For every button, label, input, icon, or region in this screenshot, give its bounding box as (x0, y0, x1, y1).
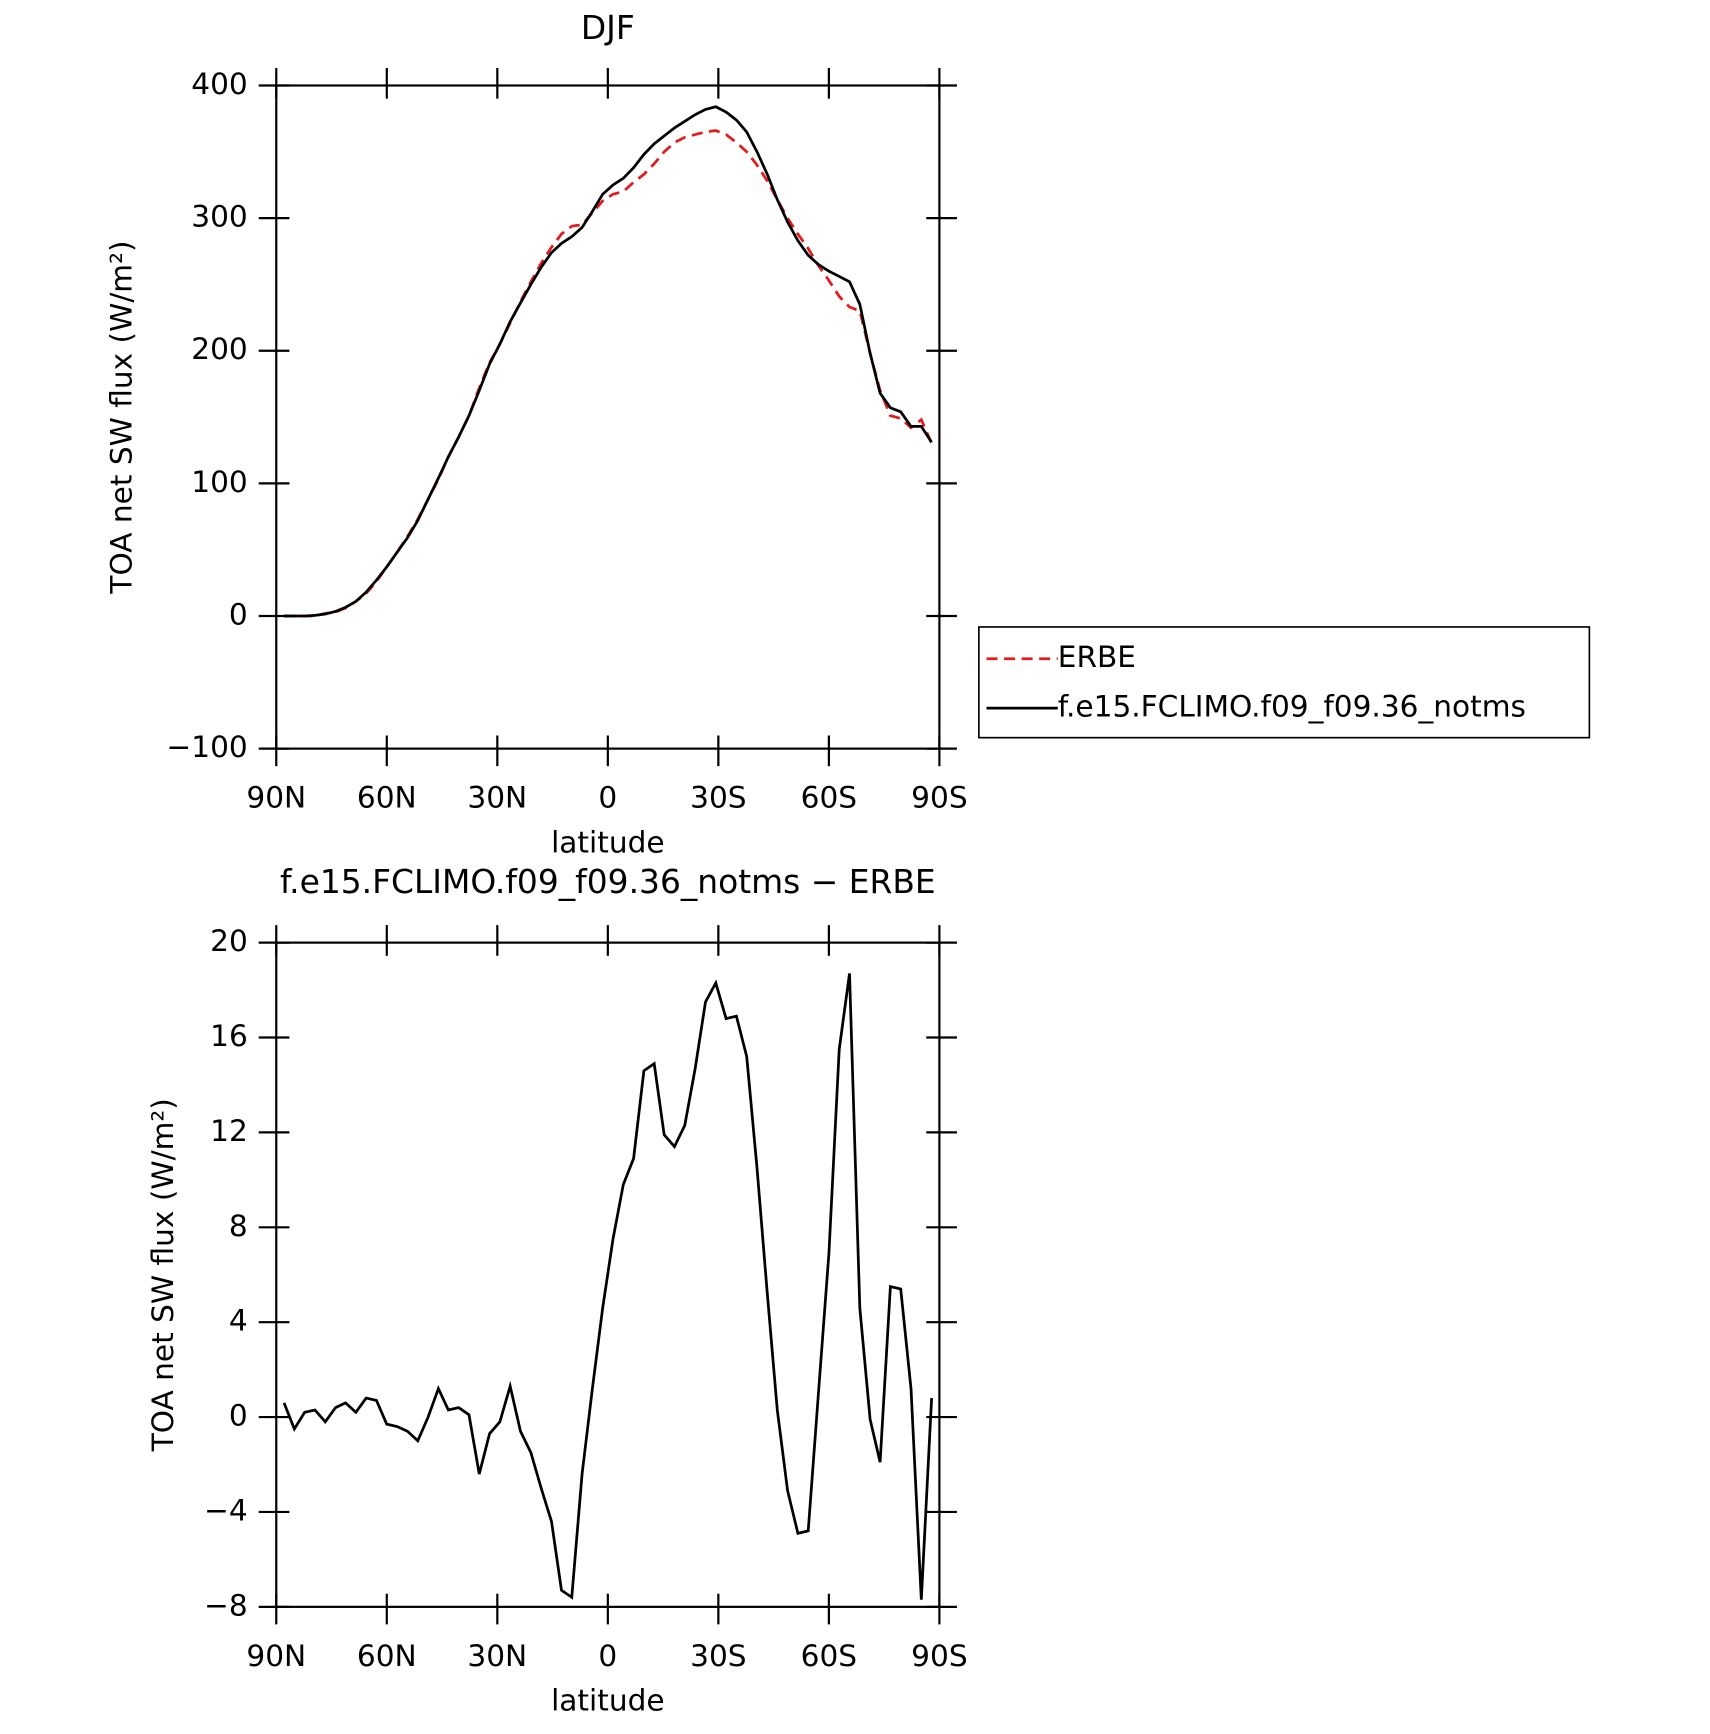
y-axis-label: TOA net SW flux (W/m²) (104, 241, 138, 595)
x-tick-label: 60N (357, 1639, 417, 1673)
chart-title: f.e15.FCLIMO.f09_f09.36_notms − ERBE (280, 862, 936, 901)
y-tick-label: 12 (210, 1114, 248, 1148)
y-tick-label: −100 (167, 730, 248, 764)
y-tick-label: 8 (229, 1209, 248, 1243)
plot-frame (275, 84, 941, 750)
y-axis-label: TOA net SW flux (W/m²) (146, 1098, 180, 1452)
y-tick-label: 100 (191, 465, 247, 499)
legend-box (978, 626, 1591, 739)
x-tick-label: 90N (246, 1639, 306, 1673)
x-axis-label: latitude (551, 825, 664, 859)
x-tick-label: 60S (801, 781, 857, 815)
y-tick-label: 200 (191, 332, 247, 366)
x-axis-label: latitude (551, 1684, 664, 1718)
y-tick-label: 0 (229, 597, 248, 631)
x-tick-label: 60N (357, 781, 417, 815)
x-tick-label: 30S (690, 1639, 746, 1673)
y-tick-label: 0 (229, 1399, 248, 1433)
legend-label: ERBE (1058, 640, 1136, 674)
x-tick-label: 30N (467, 1639, 527, 1673)
data-line (282, 973, 933, 1600)
y-tick-label: −4 (204, 1493, 248, 1527)
y-tick-label: 16 (210, 1019, 248, 1053)
y-tick-label: 4 (229, 1304, 248, 1338)
x-tick-label: 0 (598, 781, 617, 815)
x-tick-label: 60S (801, 1639, 857, 1673)
legend-label: f.e15.FCLIMO.f09_f09.36_notms (1058, 690, 1526, 724)
x-tick-label: 90S (911, 1639, 967, 1673)
y-tick-label: 300 (191, 200, 247, 234)
y-tick-label: 20 (210, 924, 248, 958)
x-tick-label: 90N (246, 781, 306, 815)
data-line (284, 129, 933, 618)
x-tick-label: 90S (911, 781, 967, 815)
y-tick-label: −8 (204, 1588, 248, 1622)
y-tick-label: 400 (191, 67, 247, 101)
x-tick-label: 30S (690, 781, 746, 815)
x-tick-label: 30N (467, 781, 527, 815)
data-line (284, 105, 933, 618)
x-tick-label: 0 (598, 1639, 617, 1673)
chart-title: DJF (581, 8, 635, 47)
